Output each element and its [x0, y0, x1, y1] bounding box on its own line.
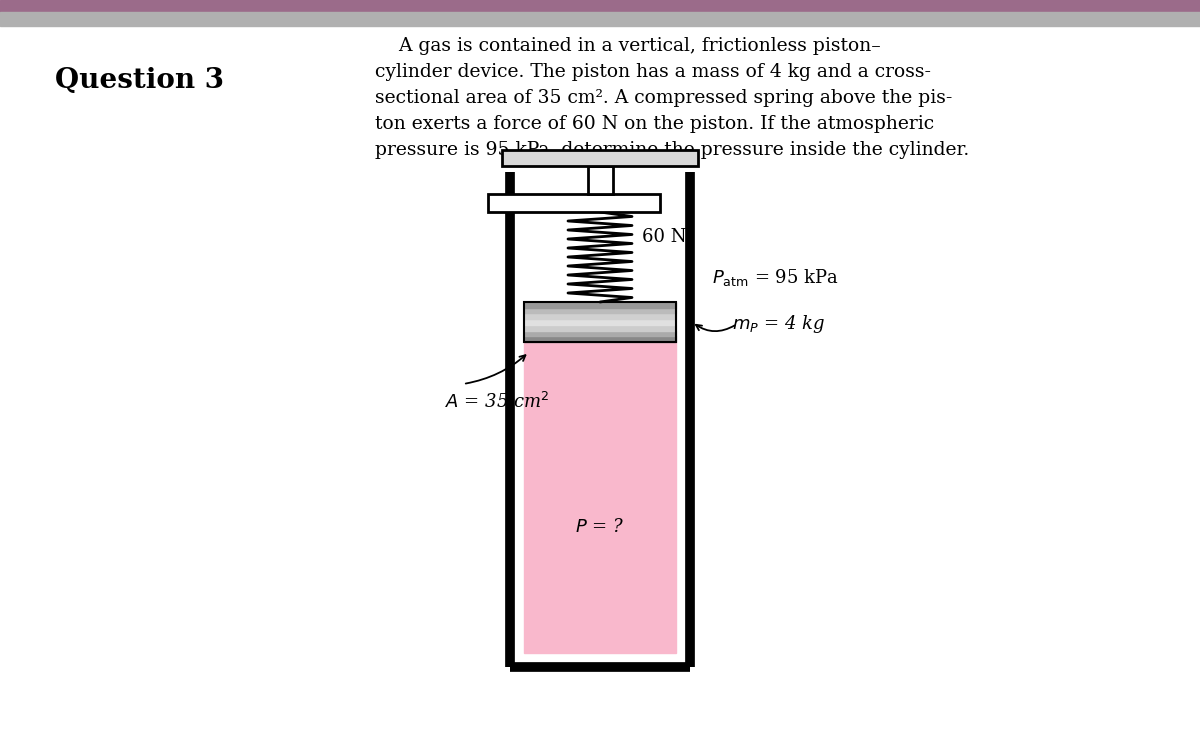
- Text: 60 N: 60 N: [642, 228, 686, 246]
- Text: pressure is 95 kPa, determine the pressure inside the cylinder.: pressure is 95 kPa, determine the pressu…: [374, 141, 970, 159]
- Text: Question 3: Question 3: [55, 67, 224, 94]
- Bar: [588, 166, 612, 194]
- Text: sectional area of 35 cm². A compressed spring above the pis-: sectional area of 35 cm². A compressed s…: [374, 89, 953, 107]
- Bar: [524, 336, 676, 342]
- Bar: [524, 302, 676, 307]
- Bar: [0, 12, 1200, 26]
- Text: $m_P$ = 4 kg: $m_P$ = 4 kg: [732, 313, 824, 335]
- Bar: [488, 194, 660, 212]
- Text: ton exerts a force of 60 N on the piston. If the atmospheric: ton exerts a force of 60 N on the piston…: [374, 115, 934, 133]
- Bar: [524, 342, 676, 653]
- Bar: [502, 150, 698, 166]
- Bar: [524, 302, 676, 342]
- Bar: [524, 325, 676, 331]
- Bar: [524, 313, 676, 319]
- Bar: [524, 331, 676, 336]
- Text: cylinder device. The piston has a mass of 4 kg and a cross-: cylinder device. The piston has a mass o…: [374, 63, 931, 81]
- Text: A gas is contained in a vertical, frictionless piston–: A gas is contained in a vertical, fricti…: [374, 37, 881, 55]
- Bar: [0, 0, 1200, 12]
- Bar: [524, 307, 676, 313]
- Text: $P$ = ?: $P$ = ?: [576, 518, 624, 537]
- Text: $A$ = 35 cm$^2$: $A$ = 35 cm$^2$: [445, 392, 550, 412]
- Text: $P_{\mathrm{atm}}$ = 95 kPa: $P_{\mathrm{atm}}$ = 95 kPa: [712, 266, 839, 288]
- Bar: [524, 319, 676, 325]
